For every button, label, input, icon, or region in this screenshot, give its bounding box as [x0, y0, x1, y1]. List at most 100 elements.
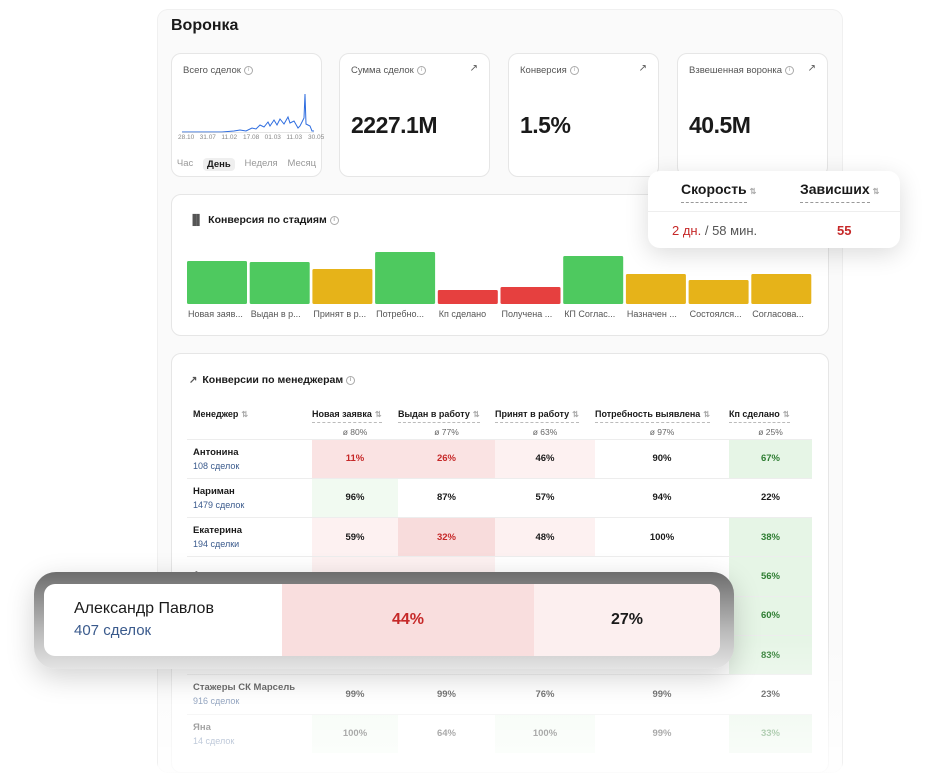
manager-deals-count[interactable]: 194 сделки	[193, 539, 240, 550]
open-arrow-icon[interactable]: ↗	[807, 63, 816, 74]
column-label: Принят в работу	[495, 409, 570, 419]
sort-icon[interactable]: ⇅	[374, 410, 382, 419]
sparkline-x-tick: 01.03	[264, 134, 281, 141]
conversion-cell: 100%	[595, 517, 729, 557]
dependent-header[interactable]: Зависших ⇅	[800, 181, 880, 203]
conversion-card[interactable]: Конверсия i ↗ 1.5%	[508, 53, 659, 177]
sparkline-x-tick: 31.07	[199, 134, 216, 141]
conversion-cell: 48%	[495, 517, 595, 557]
info-icon[interactable]: i	[569, 65, 579, 75]
weighted-funnel-card[interactable]: Взвешенная воронка i ↗ 40.5M	[677, 53, 828, 177]
manager-highlight-popup: Александр Павлов 407 сделок 44% 27%	[34, 572, 734, 669]
period-week[interactable]: Неделя	[244, 158, 278, 169]
sort-icon[interactable]: ⇅	[872, 187, 880, 196]
conversion-cell: 99%	[595, 713, 729, 754]
manager-deals-count[interactable]: 108 сделок	[193, 460, 240, 471]
card-label: Конверсия i	[520, 65, 579, 76]
sort-icon[interactable]: ⇅	[703, 410, 710, 419]
conversion-cell: 96%	[312, 477, 398, 518]
sparkline-x-tick: 28.10	[178, 134, 195, 141]
table-row[interactable]: Нариман 1479 сделок 96% 87% 57% 94% 22%	[187, 477, 812, 518]
period-month[interactable]: Месяц	[287, 158, 317, 169]
info-icon[interactable]: i	[416, 65, 426, 75]
column-average: ø 97%	[649, 427, 675, 437]
column-label: Новая заявка	[312, 409, 372, 419]
speed-value: 2 дн. / 58 мин.	[672, 223, 758, 238]
conversion-cell: 56%	[729, 556, 812, 597]
table-row[interactable]: Антонина 108 сделок 11% 26% 46% 90% 67%	[187, 438, 812, 479]
card-label: Сумма сделок i	[351, 65, 426, 76]
manager-name: Нариман	[193, 485, 235, 497]
card-value: 2227.1M	[351, 112, 438, 138]
conversion-cell: 57%	[495, 477, 595, 518]
conversion-cell: 64%	[398, 713, 495, 754]
column-header-label: Потребность выявлена ⇅	[595, 409, 710, 423]
info-icon[interactable]: i	[346, 375, 356, 385]
card-value: 1.5%	[520, 112, 571, 138]
column-header-label: Кп сделано ⇅	[729, 409, 790, 423]
conversion-cell: 94%	[595, 477, 729, 518]
conversion-cell: 67%	[729, 438, 812, 479]
manager-name: Александр Павлов	[74, 600, 214, 617]
column-label: Менеджер	[193, 409, 239, 419]
sort-icon[interactable]: ⇅	[572, 410, 579, 419]
column-header[interactable]: Новая заявка ⇅ ø 80%	[312, 399, 398, 439]
manager-deals-count[interactable]: 1479 сделок	[193, 499, 245, 510]
period-day[interactable]: День	[203, 158, 235, 171]
period-hour[interactable]: Час	[176, 158, 194, 169]
conversion-cell: 11%	[312, 438, 398, 479]
table-row[interactable]: Яна 14 сделок 100% 64% 100% 99% 33%	[187, 713, 812, 754]
manager-cell: Екатерина 194 сделки	[187, 517, 312, 557]
column-average: ø 80%	[342, 427, 368, 437]
conversion-cell: 59%	[312, 517, 398, 557]
table-row[interactable]: Стажеры СК Марсель 916 сделок 99% 99% 76% 99%…	[187, 674, 812, 715]
deals-sparkline	[182, 93, 314, 133]
conversion-cell: 38%	[729, 517, 812, 557]
conversion-cell: 83%	[729, 634, 812, 675]
column-header[interactable]: Потребность выявлена ⇅ ø 97%	[595, 399, 729, 439]
sparkline-x-tick: 17.08	[243, 134, 260, 141]
table-row[interactable]: Екатерина 194 сделки 59% 32% 48% 100% 38%	[187, 517, 812, 557]
conversion-cell: 33%	[729, 713, 812, 754]
column-header-label: Новая заявка ⇅	[312, 409, 382, 423]
divider	[648, 211, 900, 212]
manager-deals-count[interactable]: 407 сделок	[74, 622, 152, 639]
conversion-cell: 100%	[312, 713, 398, 754]
info-icon[interactable]: i	[243, 65, 253, 75]
manager-cell: Стажеры СК Марсель 916 сделок	[187, 674, 312, 715]
bar-chart-icon: ▐▌	[189, 215, 204, 226]
column-header[interactable]: Менеджер ⇅	[187, 399, 312, 439]
column-average: ø 25%	[758, 427, 783, 437]
manager-cell: Антонина 108 сделок	[187, 438, 312, 479]
sort-icon[interactable]: ⇅	[749, 187, 757, 196]
sparkline-x-tick: 11.02	[221, 134, 238, 141]
column-average: ø 63%	[532, 427, 558, 437]
column-header[interactable]: Кп сделано ⇅ ø 25%	[729, 399, 812, 439]
column-header[interactable]: Выдан в работу ⇅ ø 77%	[398, 399, 495, 439]
total-deals-card[interactable]: Всего сделок i 28.10 31.07 11.02 17.08 01.03 1…	[171, 53, 324, 177]
speed-header[interactable]: Скорость ⇅	[681, 181, 757, 203]
card-label: Всего сделок i	[183, 65, 253, 76]
open-arrow-icon[interactable]: ↗	[638, 63, 647, 74]
section-title: ↗ Конверсии по менеджерам i	[189, 374, 356, 386]
conversion-cell: 76%	[495, 674, 595, 715]
manager-deals-count[interactable]: 14 сделок	[193, 735, 235, 746]
speed-popup: Скорость ⇅ Зависших ⇅ 2 дн. / 58 мин. 55	[648, 171, 900, 248]
sort-icon[interactable]: ⇅	[782, 410, 790, 419]
column-header-label: Менеджер ⇅	[187, 409, 248, 422]
deals-sum-card[interactable]: Сумма сделок i ↗ 2227.1M	[339, 53, 490, 177]
dependent-value: 55	[837, 223, 852, 238]
sort-icon[interactable]: ⇅	[472, 410, 480, 419]
column-header[interactable]: Принят в работу ⇅ ø 63%	[495, 399, 595, 439]
conversion-cell: 23%	[729, 674, 812, 715]
open-arrow-icon[interactable]: ↗	[469, 63, 478, 74]
info-icon[interactable]: i	[785, 65, 795, 75]
period-switcher[interactable]: Час День Неделя Месяц	[172, 158, 321, 171]
column-header-label: Принят в работу ⇅	[495, 409, 579, 423]
manager-row-zoomed[interactable]: Александр Павлов 407 сделок 44% 27%	[44, 584, 720, 656]
sort-icon[interactable]: ⇅	[241, 410, 249, 419]
manager-deals-count[interactable]: 916 сделок	[193, 696, 240, 707]
manager-name: Стажеры СК Марсель	[193, 682, 296, 694]
card-value: 40.5M	[689, 112, 751, 138]
info-icon[interactable]: i	[329, 215, 339, 225]
